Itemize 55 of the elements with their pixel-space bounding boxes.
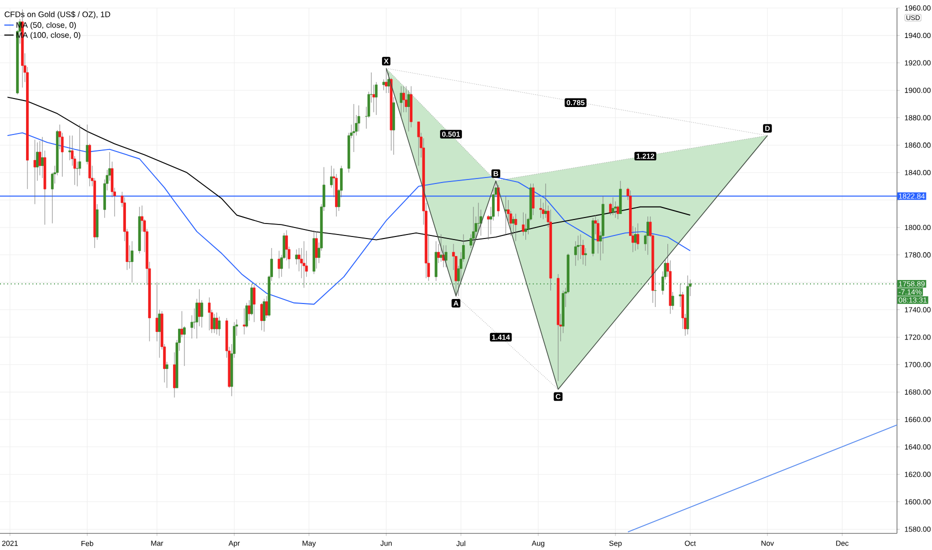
candlestick	[444, 245, 448, 268]
candlestick	[248, 300, 250, 321]
candlestick	[402, 86, 405, 112]
candlestick	[382, 79, 386, 91]
candlestick	[671, 292, 674, 310]
candlestick	[472, 206, 475, 247]
candlestick	[678, 283, 682, 308]
candlestick	[524, 214, 528, 240]
candlestick	[215, 312, 218, 335]
chart-title: CFDs on Gold (US$ / OZ), 1D	[4, 11, 110, 19]
candlestick	[198, 288, 201, 326]
candlestick	[200, 300, 204, 328]
candlestick	[487, 214, 490, 240]
candlestick	[173, 352, 176, 398]
candlestick	[357, 105, 360, 132]
candlestick	[532, 183, 535, 216]
candlestick	[522, 212, 525, 236]
candlestick	[180, 310, 184, 338]
candlestick	[68, 135, 72, 160]
candlestick	[612, 197, 614, 216]
candlestick	[616, 205, 620, 220]
candlestick	[130, 240, 134, 283]
candlestick	[636, 223, 640, 250]
candlestick	[352, 104, 356, 152]
candlestick	[539, 198, 542, 218]
candlestick	[407, 90, 410, 132]
candlestick	[512, 216, 515, 235]
candlestick	[400, 86, 402, 117]
candlestick	[260, 302, 263, 331]
candlestick	[614, 201, 617, 218]
candlestick	[302, 240, 306, 288]
candlestick	[242, 308, 246, 335]
candlestick	[76, 161, 79, 187]
line-series	[7, 96, 691, 242]
candlestick	[646, 216, 650, 256]
candlestick	[262, 298, 266, 332]
candlestick	[252, 284, 256, 322]
candlestick	[417, 122, 420, 166]
candlestick	[278, 250, 280, 278]
candlestick	[544, 183, 547, 218]
candlestick	[497, 184, 500, 217]
candlestick	[374, 82, 378, 116]
candlestick	[218, 316, 221, 336]
candlestick	[654, 268, 657, 308]
candlestick	[41, 136, 44, 178]
candlestick	[514, 214, 518, 242]
candlestick	[634, 227, 637, 252]
candlestick	[384, 68, 388, 94]
candlestick	[34, 139, 36, 204]
candlestick	[86, 124, 89, 165]
candlestick	[208, 297, 211, 331]
candlestick	[212, 314, 216, 334]
candlestick	[404, 86, 408, 112]
candlestick	[38, 140, 42, 176]
candlestick	[265, 296, 268, 318]
